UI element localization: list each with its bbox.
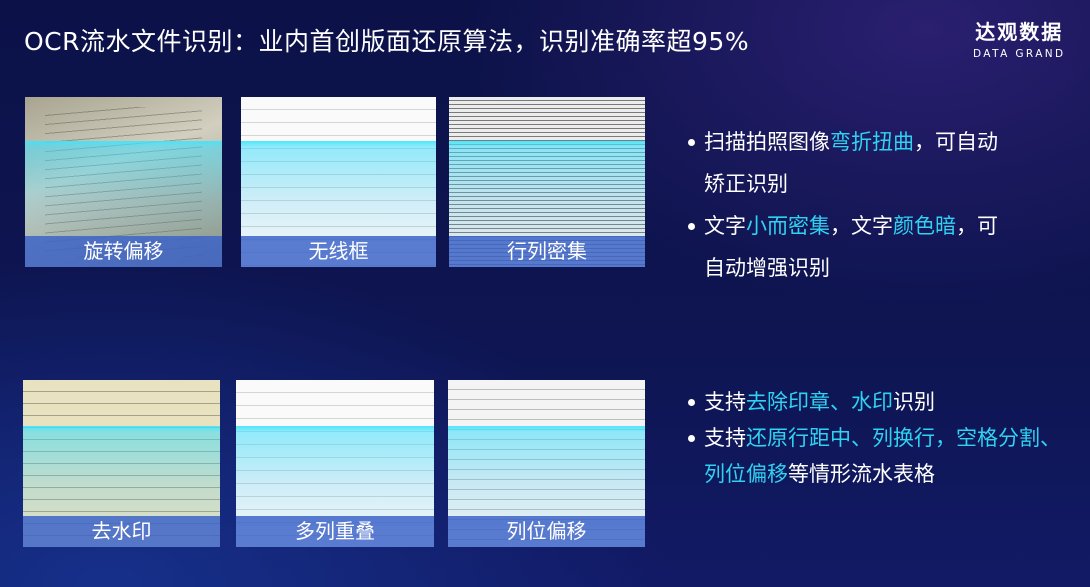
bullet-highlight: 列位偏移 [704,462,788,486]
scan-band [236,426,434,526]
bullet-list-top: 扫描拍照图像弯折扭曲，可自动矫正识别 文字小而密集，文字颜色暗，可自动增强识别 [688,121,998,289]
bullet-text: 扫描拍照图像 [704,130,830,154]
scan-band [23,426,220,526]
sample-card-watermark: 去水印 [23,380,220,547]
logo-cn: 达观数据 [975,20,1064,44]
bullet-text: 识别 [893,390,935,414]
bullet-text: ，可自动 [914,130,998,154]
bullet-text: 矫正识别 [704,172,788,196]
sample-card-no-border: 无线框 [241,97,436,267]
bullet-highlight: 小而密集 [746,214,830,238]
bullet-text: 支持 [704,426,746,450]
bullet-text: ，文字 [830,214,893,238]
sample-card-dense: 行列密集 [449,97,645,267]
card-label: 旋转偏移 [25,236,222,267]
bullet-highlight: 还原行距中、列换行，空格分割、 [746,426,1061,450]
bullet-highlight: 弯折扭曲 [830,130,914,154]
bullet-highlight: 去除印章、水印 [746,390,893,414]
bullet-text: 自动增强识别 [704,256,830,280]
card-label: 行列密集 [449,236,645,267]
scan-band [448,426,645,526]
scan-band [241,141,436,241]
card-label: 列位偏移 [448,516,645,547]
card-label: 无线框 [241,236,436,267]
card-label: 多列重叠 [236,516,434,547]
bullet-item: 扫描拍照图像弯折扭曲，可自动矫正识别 [688,121,998,205]
logo: 达观数据 DATA GRAND [973,16,1066,60]
bullet-highlight: 颜色暗 [893,214,956,238]
bullet-text: 等情形流水表格 [788,462,935,486]
scan-band [25,141,222,241]
bullet-item: 支持还原行距中、列换行，空格分割、列位偏移等情形流水表格 [688,420,1061,492]
bullet-item: 支持去除印章、水印识别 [688,384,1061,420]
logo-en: DATA GRAND [973,48,1066,60]
bullet-text: 文字 [704,214,746,238]
bullet-list-bottom: 支持去除印章、水印识别 支持还原行距中、列换行，空格分割、列位偏移等情形流水表格 [688,384,1061,492]
scan-band [449,141,645,241]
bullet-item: 文字小而密集，文字颜色暗，可自动增强识别 [688,205,998,289]
sample-card-column-shift: 列位偏移 [448,380,645,547]
card-label: 去水印 [23,516,220,547]
sample-card-rotation: 旋转偏移 [25,97,222,267]
sample-card-overlap: 多列重叠 [236,380,434,547]
bullet-text: ，可 [956,214,998,238]
bullet-text: 支持 [704,390,746,414]
page-title: OCR流水文件识别：业内首创版面还原算法，识别准确率超95% [24,27,750,56]
